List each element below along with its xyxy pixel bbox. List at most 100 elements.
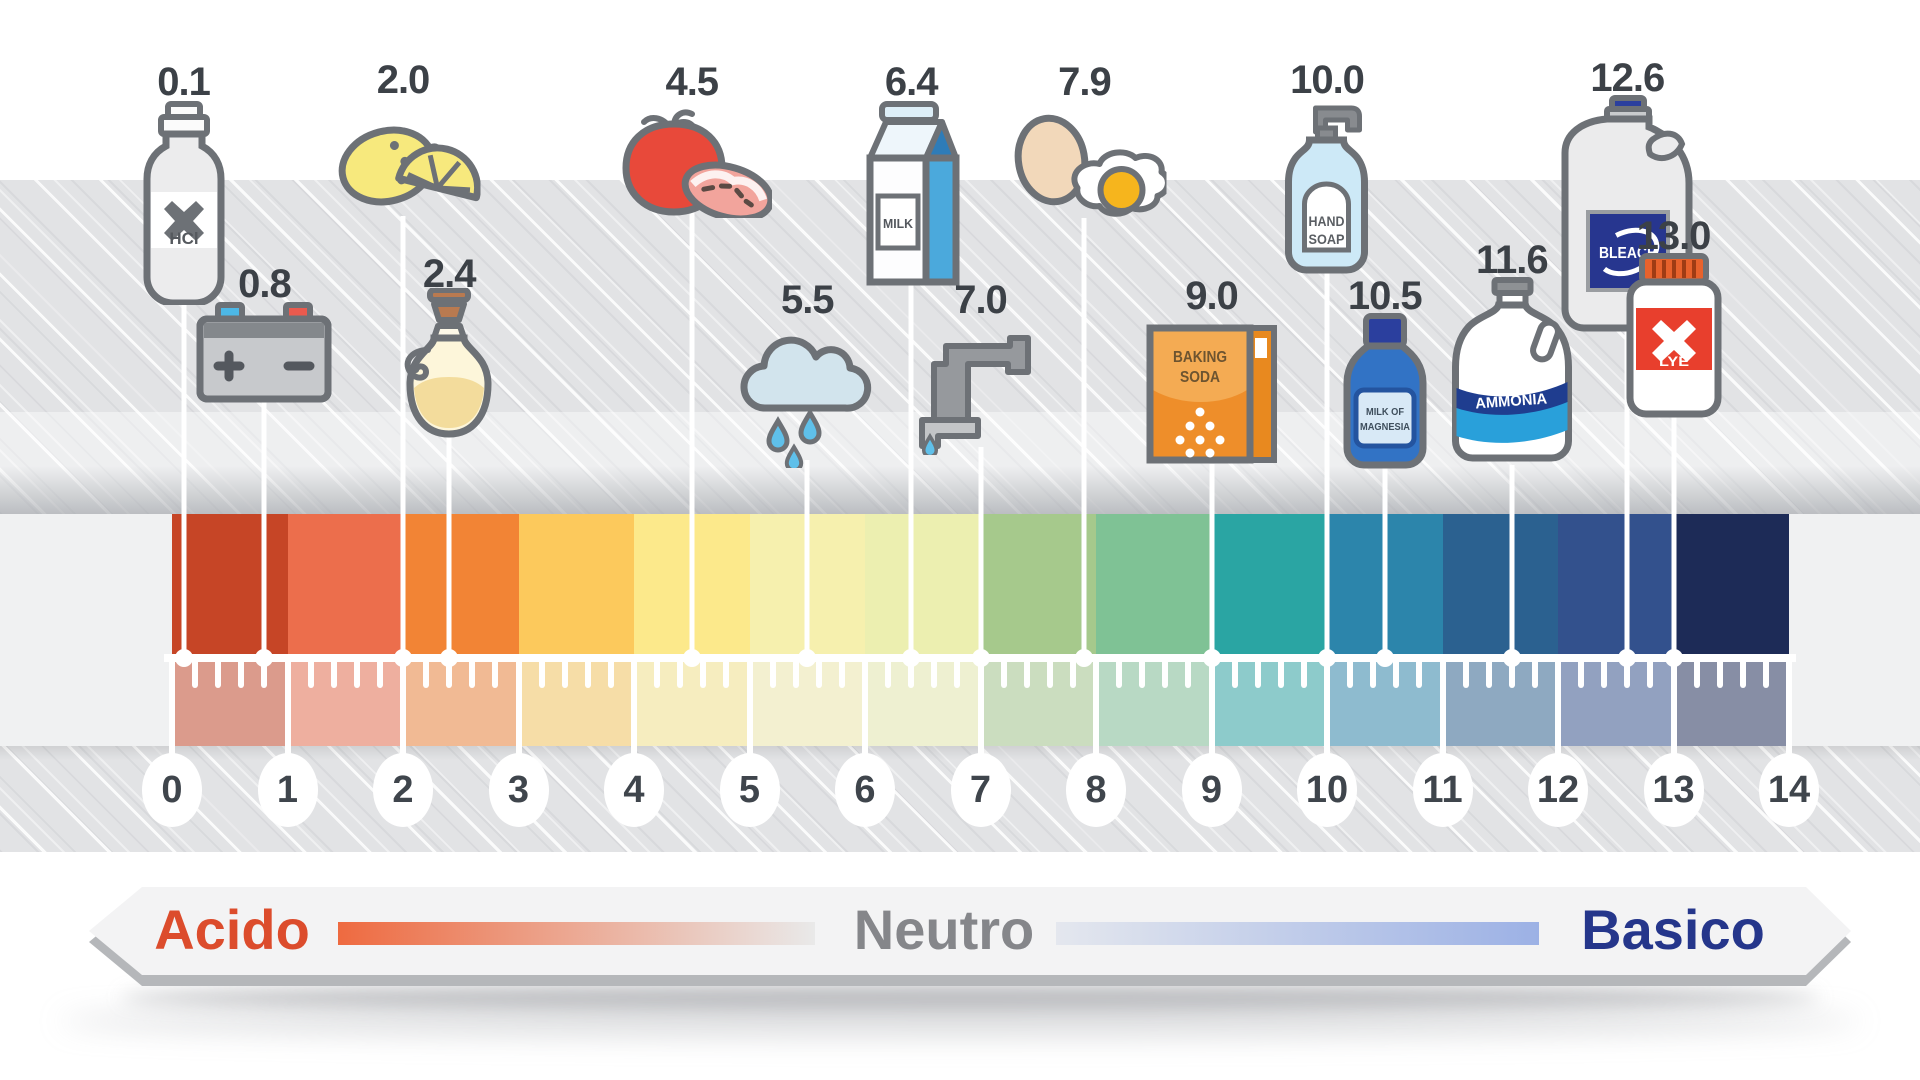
connector-line <box>446 432 452 662</box>
ph-number-circle: 8 <box>1066 753 1126 827</box>
ruler-tick <box>561 662 568 688</box>
item-baking-soda: BAKING SODA <box>1142 314 1282 472</box>
integer-line <box>1439 654 1446 760</box>
ruler-tick <box>769 662 776 688</box>
ruler-tick <box>330 662 337 688</box>
ph-segment <box>1558 514 1674 654</box>
ruler-tick <box>1416 662 1423 688</box>
car-battery-icon <box>196 302 332 403</box>
ruler-tick <box>1739 662 1746 688</box>
connector-dot <box>798 649 817 667</box>
ruler-tick <box>1162 662 1169 688</box>
ammonia-jug-icon: AMMONIA <box>1451 277 1572 462</box>
ph-number-circle: 6 <box>835 753 895 827</box>
item-milk: MILK <box>846 100 976 288</box>
ruler-tick <box>1393 662 1400 688</box>
integer-line <box>631 654 637 760</box>
integer-line <box>1786 654 1792 760</box>
ruler-tick <box>238 662 245 688</box>
milk-carton-icon: MILK <box>866 101 960 286</box>
ruler-tick <box>538 662 545 688</box>
integer-line <box>400 654 406 760</box>
ruler-tick <box>792 662 799 688</box>
connector-dot <box>394 649 412 667</box>
ph-value-label: 7.0 <box>954 278 1008 322</box>
ph-segment-faded <box>1558 662 1674 746</box>
ruler-tick <box>492 662 499 688</box>
ph-number-circle: 4 <box>604 753 664 827</box>
integer-line <box>169 654 175 760</box>
connector-dot <box>1202 649 1221 667</box>
ruler-tick <box>1531 662 1538 688</box>
svg-text:HAND: HAND <box>1309 213 1345 229</box>
integer-line <box>1093 654 1099 760</box>
connector-dot <box>174 649 193 667</box>
ph-number-circle: 2 <box>373 753 433 827</box>
ruler-tick <box>192 662 199 688</box>
ruler-tick <box>677 662 684 688</box>
connector-line <box>1209 464 1214 662</box>
svg-text:HCl: HCl <box>169 229 198 248</box>
ruler-tick <box>954 662 961 688</box>
item-vinegar <box>394 287 504 440</box>
svg-text:AMMONIA: AMMONIA <box>1474 391 1547 413</box>
connector-dot <box>1618 649 1637 667</box>
lemon-icon <box>338 126 481 206</box>
ph-segment-faded <box>1327 662 1443 746</box>
lye-jar-icon: LYE <box>1626 253 1721 418</box>
ruler-tick <box>1647 662 1654 688</box>
connector-dot <box>1664 649 1683 667</box>
item-battery-acid <box>194 300 334 405</box>
footer-banner: Acido Neutro Basico <box>0 856 1920 1080</box>
ph-segment <box>403 514 519 654</box>
ruler-tick <box>838 662 845 688</box>
ph-value-label: 5.5 <box>780 278 835 322</box>
ruler-tick <box>1693 662 1700 688</box>
ruler-tick <box>1069 662 1076 688</box>
connector-dot <box>440 649 459 667</box>
connector-line <box>978 447 983 662</box>
banner-shadow <box>120 984 1820 1010</box>
ph-segment <box>865 514 981 654</box>
ruler-tick <box>700 662 707 688</box>
ph-value-label: 6.4 <box>884 60 939 104</box>
vinegar-cruet-icon <box>404 287 492 438</box>
ph-segment <box>287 514 403 654</box>
egg-icon <box>1015 114 1172 217</box>
ruler-tick <box>1254 662 1261 688</box>
ph-value-label: 0.1 <box>157 60 211 104</box>
integer-line <box>515 654 522 760</box>
ph-segment-faded <box>403 662 519 746</box>
connector-line <box>1671 412 1676 662</box>
ruler-tick <box>469 662 476 688</box>
connector-dot <box>255 649 274 667</box>
connector-dot <box>1502 649 1521 667</box>
integer-line <box>1555 654 1561 760</box>
ruler-tick <box>1601 662 1608 688</box>
item-tomato <box>612 106 775 223</box>
ph-value-label: 12.6 <box>1590 56 1665 100</box>
svg-text:BAKING: BAKING <box>1173 349 1227 366</box>
integer-line <box>1324 654 1330 760</box>
ph-segment-faded <box>749 662 865 746</box>
ruler-tick <box>815 662 822 688</box>
ph-value-label: 0.8 <box>238 262 292 306</box>
integer-line <box>862 654 868 760</box>
ph-value-label: 13.0 <box>1636 214 1712 258</box>
water-tap-icon <box>918 335 1031 459</box>
ruler-tick <box>307 662 314 688</box>
svg-text:LYE: LYE <box>1659 353 1689 369</box>
baking-soda-box-icon: BAKING SODA <box>1146 324 1277 464</box>
ph-segment <box>172 514 288 654</box>
connector-dot <box>902 649 921 667</box>
ruler-tick <box>1116 662 1123 688</box>
connector-line <box>1324 266 1330 662</box>
item-lye: LYE <box>1614 250 1734 420</box>
connector-line <box>1081 218 1087 662</box>
ruler-tick <box>1277 662 1284 688</box>
ph-number-circle: 9 <box>1181 753 1242 827</box>
banner-soft-shadow <box>60 1006 1860 1036</box>
ruler-tick <box>1231 662 1238 688</box>
